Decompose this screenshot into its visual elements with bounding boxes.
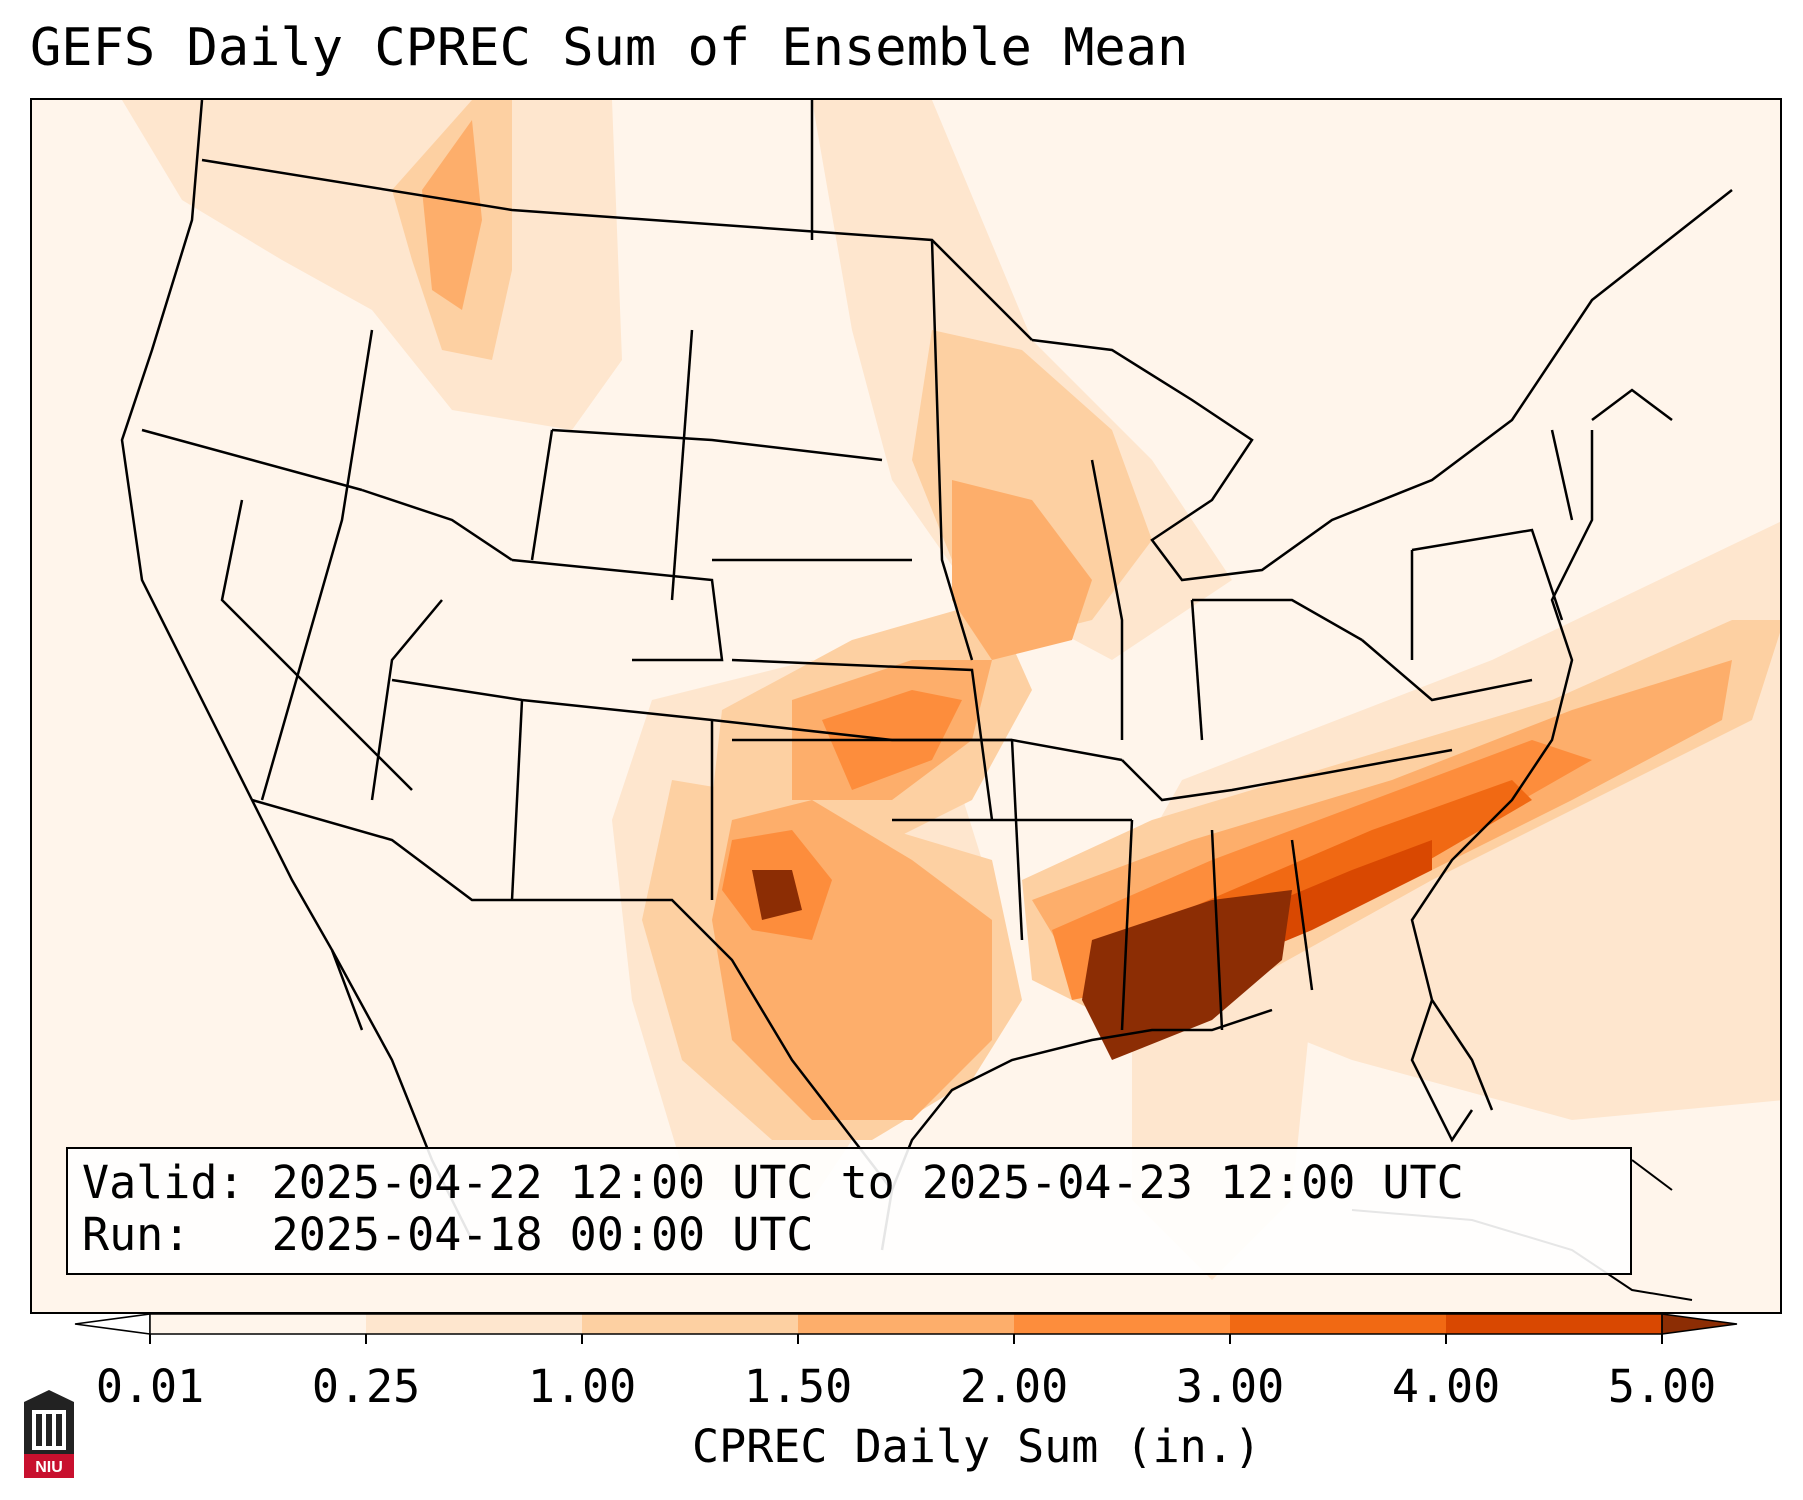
- east-coast: [1410, 430, 1594, 1111]
- shade-ms-al-max: [1082, 890, 1292, 1060]
- state-line: [220, 499, 413, 791]
- state-line: [1121, 748, 1453, 802]
- state-line: [361, 488, 513, 562]
- colorbar-outline: [149, 1313, 1663, 1335]
- niu-logo: NIU: [24, 1390, 74, 1478]
- state-line: [551, 428, 883, 462]
- shade-ok-max: [752, 870, 802, 920]
- info-box: Valid: 2025-04-22 12:00 UTC to 2025-04-2…: [66, 1147, 1632, 1275]
- state-line: [1190, 599, 1204, 741]
- state-line: [530, 429, 554, 561]
- colorbar-segment: [1014, 1314, 1231, 1334]
- colorbar-tick-label: 4.00: [1391, 1360, 1501, 1413]
- state-line: [510, 699, 524, 901]
- state-line: [370, 599, 443, 801]
- state-line: [1010, 739, 1024, 941]
- colorbar-label: CPREC Daily Sum (in.): [692, 1420, 1261, 1473]
- mexico-border: [251, 798, 893, 1191]
- state-line: [511, 558, 724, 662]
- valid-time: Valid: 2025-04-22 12:00 UTC to 2025-04-2…: [82, 1156, 1464, 1209]
- shade-iowa: [952, 480, 1092, 660]
- niu-logo-text: NIU: [35, 1459, 63, 1476]
- run-time: Run: 2025-04-18 00:00 UTC: [82, 1208, 814, 1261]
- colorbar-tick-label: 2.00: [959, 1360, 1069, 1413]
- state-line: [670, 329, 694, 601]
- colorbar-segment: [1446, 1314, 1663, 1334]
- state-line: [1591, 388, 1673, 421]
- colorbar-extend-low: [74, 1313, 151, 1335]
- west-coast: [120, 100, 364, 1031]
- map-frame: [30, 98, 1782, 1314]
- colorbar-tick-label: 0.25: [311, 1360, 421, 1413]
- colorbar-tick-label: 1.00: [527, 1360, 637, 1413]
- state-line: [1192, 598, 1363, 642]
- colorbar-segment: [150, 1314, 367, 1334]
- colorbar-tick-label: 1.50: [743, 1360, 853, 1413]
- state-line: [930, 239, 974, 661]
- colorbar: [74, 1313, 1738, 1344]
- state-line: [1290, 839, 1314, 991]
- state-line: [731, 658, 994, 821]
- colorbar-extend-high: [1661, 1313, 1738, 1335]
- precip-map: [32, 100, 1780, 1312]
- canada-border: [201, 158, 1033, 341]
- state-borders: [120, 100, 1733, 1251]
- state-line: [1090, 459, 1124, 740]
- state-line: [1210, 829, 1224, 1031]
- colorbar-segment: [582, 1314, 799, 1334]
- precip-shading: [32, 100, 1780, 1312]
- colorbar-tick-label: 0.01: [95, 1360, 205, 1413]
- great-lakes-outline: [1031, 189, 1733, 582]
- shade-montana-core: [422, 120, 482, 310]
- colorbar-segment: [798, 1314, 1015, 1334]
- colorbar-tick-label: 5.00: [1607, 1360, 1717, 1413]
- state-line: [141, 428, 363, 492]
- state-line: [260, 329, 374, 801]
- state-line: [1361, 639, 1533, 702]
- page-title: GEFS Daily CPREC Sum of Ensemble Mean: [30, 18, 1189, 78]
- florida: [1410, 999, 1474, 1143]
- state-line: [1411, 528, 1564, 621]
- colorbar-segment: [366, 1314, 583, 1334]
- state-line: [1550, 429, 1574, 521]
- state-line: [1120, 819, 1134, 1031]
- colorbar-tick-label: 3.00: [1175, 1360, 1285, 1413]
- colorbar-segment: [1230, 1314, 1447, 1334]
